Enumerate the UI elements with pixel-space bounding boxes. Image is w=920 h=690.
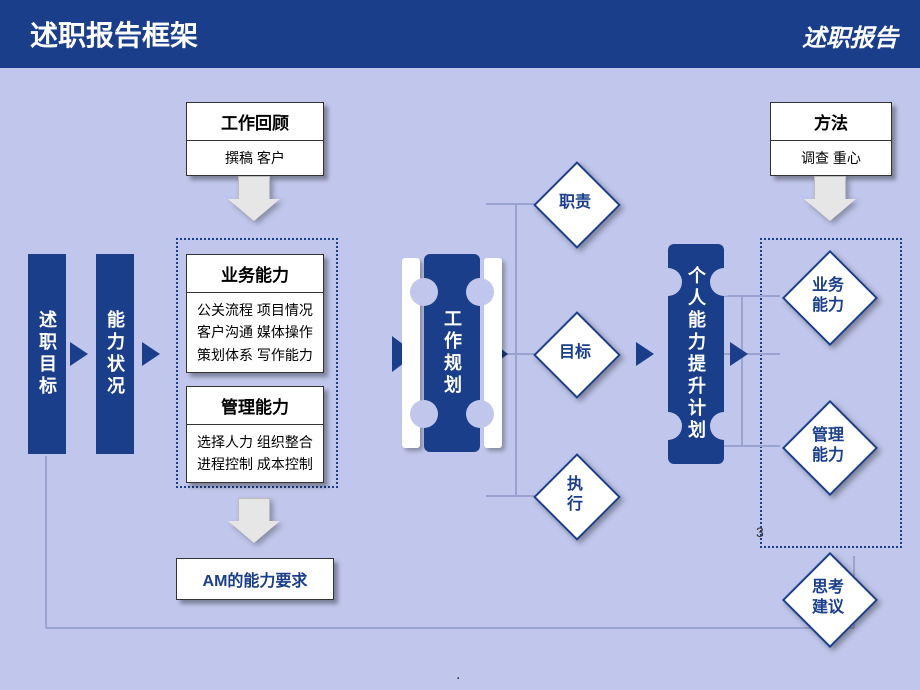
arrow-right-icon [142, 342, 160, 366]
card-title: 业务能力 [187, 255, 323, 293]
diamond-label: 执行 [536, 466, 614, 524]
big-down-arrow-icon [804, 176, 856, 221]
page-title: 述职报告框架 [30, 14, 198, 54]
diamond-business-capability: 业务能力 [796, 264, 860, 328]
pillar-work-plan: 工作规划 [424, 254, 480, 452]
header-corner-label: 述职报告 [802, 18, 898, 53]
pillar-report-goal: 述职目标 [28, 254, 66, 454]
header: 述职报告框架 述职报告 [0, 0, 920, 68]
card-business-capability: 业务能力 公关流程 项目情况客户沟通 媒体操作策划体系 写作能力 [186, 254, 324, 373]
diamond-label: 目标 [536, 324, 614, 382]
card-work-review: 工作回顾 撰稿 客户 [186, 102, 324, 176]
arrow-right-icon [636, 342, 654, 366]
card-body: 选择人力 组织整合进程控制 成本控制 [187, 425, 323, 482]
pillar-label: 述职目标 [34, 310, 60, 398]
arrow-right-icon [70, 342, 88, 366]
card-title: 方法 [771, 103, 891, 141]
diamond-execute: 执行 [546, 466, 604, 524]
card-title: 管理能力 [187, 387, 323, 425]
card-management-capability: 管理能力 选择人力 组织整合进程控制 成本控制 [186, 386, 324, 483]
card-body: 调查 重心 [771, 141, 891, 175]
diamond-label: 业务能力 [786, 264, 870, 328]
diamond-responsibility: 职责 [546, 174, 604, 232]
card-title: 工作回顾 [187, 103, 323, 141]
arrow-right-icon [730, 342, 748, 366]
diagram-canvas: 述职目标 能力状况 工作规划 个人能力提升计划 工作回顾 撰稿 客户 业务能力 … [0, 68, 920, 690]
pillar-label: 工作规划 [439, 309, 465, 397]
footer-dot: . [456, 666, 460, 684]
big-down-arrow-icon [228, 498, 280, 543]
big-down-arrow-icon [228, 176, 280, 221]
card-body: 公关流程 项目情况客户沟通 媒体操作策划体系 写作能力 [187, 293, 323, 372]
diamond-label: 管理能力 [786, 414, 870, 478]
diamond-label: 职责 [536, 174, 614, 232]
diamond-management-capability: 管理能力 [796, 414, 860, 478]
box-am-requirement: AM的能力要求 [176, 558, 334, 600]
pillar-label: 个人能力提升计划 [683, 266, 709, 442]
page-number: 3 [756, 524, 764, 540]
diamond-label: 思考建议 [786, 566, 870, 630]
pillar-capability-status: 能力状况 [96, 254, 134, 454]
pillar-label: 能力状况 [102, 310, 128, 398]
pillar-improvement-plan: 个人能力提升计划 [668, 244, 724, 464]
card-method: 方法 调查 重心 [770, 102, 892, 176]
diamond-goal: 目标 [546, 324, 604, 382]
card-body: 撰稿 客户 [187, 141, 323, 175]
box-label: AM的能力要求 [203, 573, 308, 590]
diamond-suggestion: 思考建议 [796, 566, 860, 630]
